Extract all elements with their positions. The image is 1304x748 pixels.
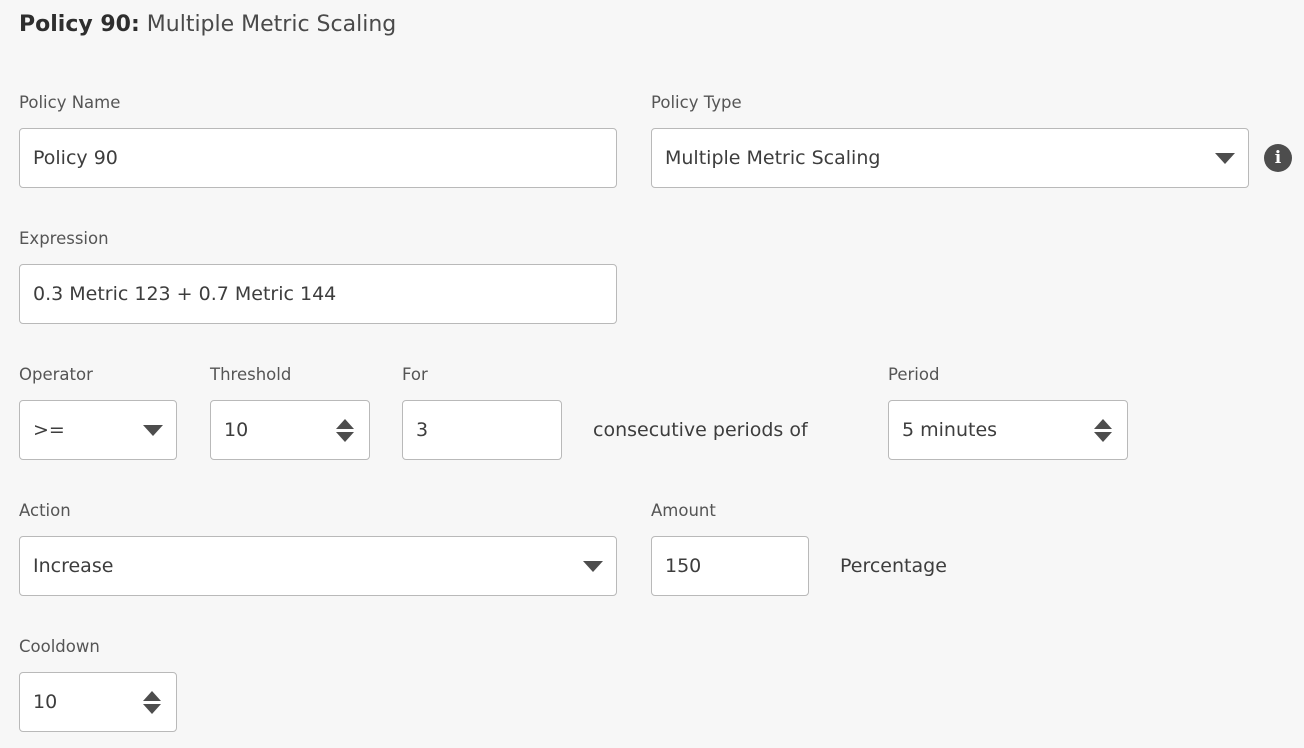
consecutive-periods-text: consecutive periods of	[593, 419, 808, 441]
stepper-arrows-icon[interactable]	[1092, 418, 1114, 442]
stepper-up-icon[interactable]	[336, 418, 354, 429]
page-title-policy-name: Policy 90:	[19, 12, 140, 37]
chevron-down-icon[interactable]	[1215, 152, 1235, 164]
threshold-stepper[interactable]: 10	[210, 400, 370, 460]
amount-input[interactable]: 150	[651, 536, 809, 596]
expression-label: Expression	[19, 229, 109, 248]
period-stepper[interactable]: 5 minutes	[888, 400, 1128, 460]
stepper-down-icon[interactable]	[143, 703, 161, 714]
stepper-down-icon[interactable]	[1094, 431, 1112, 442]
policy-name-label: Policy Name	[19, 93, 121, 112]
operator-label: Operator	[19, 365, 93, 384]
cooldown-label: Cooldown	[19, 637, 100, 656]
period-value: 5 minutes	[902, 419, 998, 441]
policy-type-select[interactable]: Multiple Metric Scaling	[651, 128, 1249, 188]
for-value: 3	[416, 419, 429, 441]
policy-name-input[interactable]: Policy 90	[19, 128, 617, 188]
policy-type-value: Multiple Metric Scaling	[665, 147, 881, 169]
info-icon-glyph: i	[1274, 147, 1282, 168]
policy-type-label: Policy Type	[651, 93, 742, 112]
for-label: For	[402, 365, 428, 384]
action-select[interactable]: Increase	[19, 536, 617, 596]
threshold-value: 10	[224, 419, 249, 441]
page-title: Policy 90: Multiple Metric Scaling	[19, 10, 396, 40]
amount-label: Amount	[651, 501, 716, 520]
for-input[interactable]: 3	[402, 400, 562, 460]
info-icon[interactable]: i	[1264, 144, 1292, 172]
stepper-arrows-icon[interactable]	[334, 418, 356, 442]
expression-value: 0.3 Metric 123 + 0.7 Metric 144	[33, 283, 337, 305]
action-value: Increase	[33, 555, 114, 577]
amount-value: 150	[665, 555, 702, 577]
chevron-down-icon[interactable]	[583, 560, 603, 572]
policy-name-value: Policy 90	[33, 147, 118, 169]
stepper-up-icon[interactable]	[143, 690, 161, 701]
cooldown-value: 10	[33, 691, 58, 713]
period-label: Period	[888, 365, 940, 384]
amount-unit-label: Percentage	[840, 555, 947, 577]
stepper-up-icon[interactable]	[1094, 418, 1112, 429]
action-label: Action	[19, 501, 71, 520]
threshold-label: Threshold	[210, 365, 292, 384]
cooldown-stepper[interactable]: 10	[19, 672, 177, 732]
operator-value: >=	[33, 419, 65, 441]
stepper-arrows-icon[interactable]	[141, 690, 163, 714]
chevron-down-icon[interactable]	[143, 424, 163, 436]
page-title-policy-type: Multiple Metric Scaling	[146, 12, 397, 37]
stepper-down-icon[interactable]	[336, 431, 354, 442]
operator-select[interactable]: >=	[19, 400, 177, 460]
expression-input[interactable]: 0.3 Metric 123 + 0.7 Metric 144	[19, 264, 617, 324]
